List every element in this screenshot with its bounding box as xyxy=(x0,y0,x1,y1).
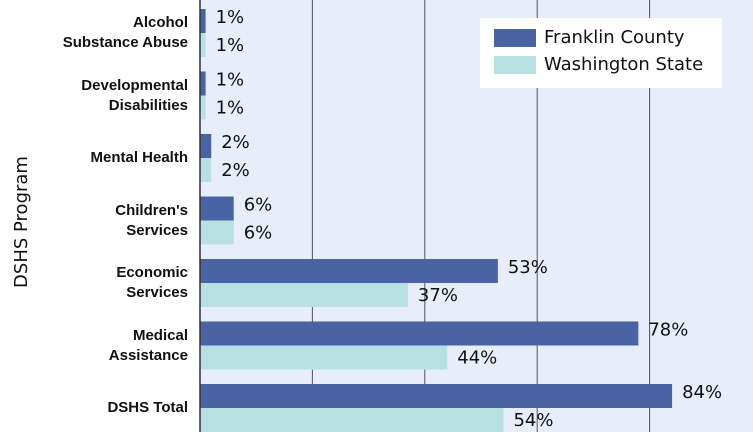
y-tick-label: Alcohol Substance Abuse xyxy=(62,14,188,51)
y-axis-label: DSHS Program xyxy=(11,156,32,288)
value-label: 53% xyxy=(508,257,548,278)
bar xyxy=(200,9,206,33)
y-tick-label: Economic Services xyxy=(116,264,188,301)
value-label: 37% xyxy=(418,285,458,306)
value-label: 1% xyxy=(216,70,245,91)
bar xyxy=(200,33,206,57)
y-tick-label: Children's Services xyxy=(115,201,188,239)
bar xyxy=(200,384,673,408)
value-label: 1% xyxy=(216,35,245,56)
y-tick-label: Developmental Disabilities xyxy=(81,76,188,114)
legend-label: Franklin County xyxy=(544,27,685,48)
bar xyxy=(200,196,234,221)
y-tick-label: Medical Assistance xyxy=(108,326,188,364)
legend-label: Washington State xyxy=(544,54,703,75)
value-label: 54% xyxy=(513,410,553,431)
value-label: 84% xyxy=(682,382,722,403)
y-tick-label: DSHS Total xyxy=(107,399,188,416)
value-label: 6% xyxy=(244,195,273,216)
bar xyxy=(200,95,206,120)
bar xyxy=(200,321,639,346)
bar xyxy=(200,259,498,283)
legend-swatch xyxy=(494,29,536,47)
value-label: 6% xyxy=(244,223,273,244)
bar xyxy=(200,408,504,432)
value-label: 44% xyxy=(457,348,497,369)
bar xyxy=(200,345,448,370)
legend-swatch xyxy=(494,56,536,74)
value-label: 1% xyxy=(216,98,245,119)
value-label: 2% xyxy=(221,132,250,153)
value-label: 1% xyxy=(216,7,245,28)
bar xyxy=(200,134,212,158)
y-tick-label: Mental Health xyxy=(90,149,188,166)
bar xyxy=(200,220,234,245)
bar xyxy=(200,71,206,96)
bar xyxy=(200,158,212,182)
value-label: 78% xyxy=(648,320,688,341)
value-label: 2% xyxy=(221,160,250,181)
bar xyxy=(200,283,408,307)
